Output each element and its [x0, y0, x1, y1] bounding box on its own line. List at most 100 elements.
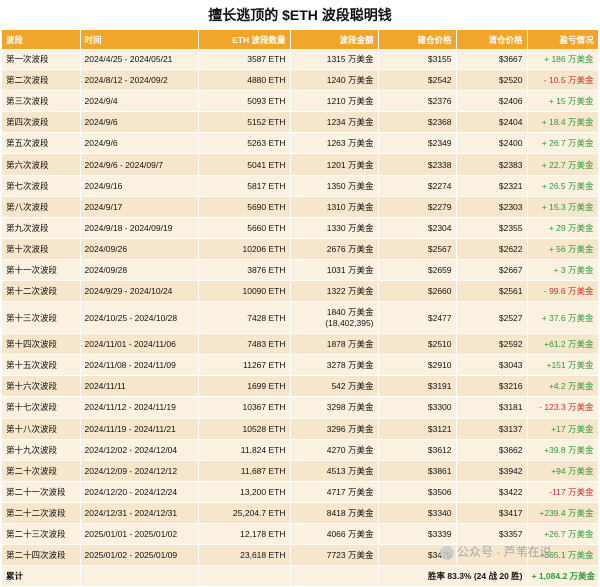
time-cell: 2024/9/29 - 2024/10/24 — [80, 280, 199, 303]
sell-price-cell: $2406 — [456, 90, 528, 113]
table-row: 第二十三次波段 2025/01/01 - 2025/01/02 12,178 ETH… — [2, 523, 599, 546]
time-cell: 2024/11/19 - 2024/11/21 — [80, 418, 199, 440]
table-row: 第十一次波段 2024/09/28 3876 ETH 1031 万美金 $2659 $26… — [2, 259, 599, 282]
wave-cell: 第二十一次波段 — [2, 481, 81, 503]
buy-price-cell: $2567 — [378, 238, 457, 260]
amount-cell: 7723 万美金 — [290, 544, 379, 567]
amount-cell: 3278 万美金 — [290, 354, 379, 377]
qty-cell: 5660 ETH — [198, 217, 291, 239]
sell-price-cell: $2404 — [456, 111, 528, 134]
time-cell: 2024/9/6 — [80, 132, 199, 155]
table-row: 第十次波段 2024/09/26 10206 ETH 2676 万美金 $2567 $26… — [2, 238, 599, 260]
qty-cell: 5263 ETH — [198, 132, 291, 155]
wave-cell: 第十九次波段 — [2, 439, 81, 461]
amount-cell: 1878 万美金 — [290, 333, 379, 356]
pnl-cell: + 3 万美金 — [527, 259, 599, 282]
total-label: 累计 — [2, 565, 81, 587]
page-title: 擅长逃顶的 $ETH 波段聪明钱 — [208, 7, 392, 23]
wave-cell: 第一次波段 — [2, 49, 81, 71]
buy-price-cell: $2338 — [378, 153, 457, 176]
time-cell: 2024/11/11 — [80, 375, 199, 398]
sell-price-cell: $2303 — [456, 196, 528, 218]
buy-price-cell: $2510 — [378, 333, 457, 356]
col-header-time: 时间 — [80, 30, 199, 49]
qty-cell: 3876 ETH — [198, 259, 291, 282]
wave-cell: 第二十次波段 — [2, 460, 81, 482]
buy-price-cell: $3155 — [378, 49, 457, 71]
pnl-cell: + 29 万美金 — [527, 217, 599, 239]
pnl-cell: - 10.5 万美金 — [527, 69, 599, 92]
wave-cell: 第六次波段 — [2, 153, 81, 176]
qty-cell: 7428 ETH — [198, 301, 291, 335]
sell-price-cell: $2520 — [456, 69, 528, 92]
buy-price-cell: $2304 — [378, 217, 457, 239]
wave-cell: 第七次波段 — [2, 175, 81, 197]
pnl-cell: + 22.7 万美金 — [527, 153, 599, 176]
buy-price-cell: $2274 — [378, 175, 457, 197]
wave-cell: 第九次波段 — [2, 217, 81, 239]
table-row: 第十六次波段 2024/11/11 1699 ETH 542 万美金 $3191 $321… — [2, 375, 599, 398]
time-cell: 2024/12/31 - 2024/12/31 — [80, 502, 199, 524]
qty-cell: 3587 ETH — [198, 49, 291, 71]
col-header-pnl: 盈亏情况 — [527, 30, 599, 49]
wave-cell: 第二十三次波段 — [2, 523, 81, 546]
buy-price-cell: $3121 — [378, 418, 457, 440]
amount-cell: 4717 万美金 — [290, 481, 379, 503]
wave-cell: 第十三次波段 — [2, 301, 81, 335]
table-row: 第十七次波段 2024/11/12 - 2024/11/19 10367 ETH 32… — [2, 396, 599, 419]
watermark-text: 公众号 · 芦苇在说 — [457, 545, 552, 559]
time-cell: 2024/8/12 - 2024/09/2 — [80, 69, 199, 92]
sell-price-cell: $2321 — [456, 175, 528, 197]
sell-price-cell: $3417 — [456, 502, 528, 524]
buy-price-cell: $3339 — [378, 523, 457, 546]
sell-price-cell: $3942 — [456, 460, 528, 482]
sell-price-cell: $3137 — [456, 418, 528, 440]
pnl-cell: +17 万美金 — [527, 418, 599, 440]
table-row: 第四次波段 2024/9/6 5152 ETH 1234 万美金 $2368 $2404 +… — [2, 111, 599, 134]
qty-cell: 1699 ETH — [198, 375, 291, 398]
table-row: 第五次波段 2024/9/6 5263 ETH 1263 万美金 $2349 $2400 +… — [2, 132, 599, 155]
amount-cell: 1310 万美金 — [290, 196, 379, 218]
buy-price-cell: $2376 — [378, 90, 457, 113]
time-cell: 2025/01/02 - 2025/01/09 — [80, 544, 199, 567]
amount-cell: 1031 万美金 — [290, 259, 379, 282]
amount-cell: 3298 万美金 — [290, 396, 379, 419]
buy-price-cell: $3506 — [378, 481, 457, 503]
qty-cell: 10090 ETH — [198, 280, 291, 303]
pnl-cell: + 186 万美金 — [527, 49, 599, 71]
qty-cell: 11267 ETH — [198, 354, 291, 377]
time-cell: 2024/9/6 — [80, 111, 199, 134]
sell-price-cell: $3181 — [456, 396, 528, 419]
pnl-cell: - 99.6 万美金 — [527, 280, 599, 303]
buy-price-cell: $2349 — [378, 132, 457, 155]
sell-price-cell: $3667 — [456, 49, 528, 71]
wave-cell: 第十一次波段 — [2, 259, 81, 282]
time-cell: 2024/11/12 - 2024/11/19 — [80, 396, 199, 419]
amount-cell: 1330 万美金 — [290, 217, 379, 239]
wave-cell: 第十六次波段 — [2, 375, 81, 398]
sell-price-cell: $2400 — [456, 132, 528, 155]
table-row: 第十五次波段 2024/11/08 - 2024/11/09 11267 ETH 32… — [2, 354, 599, 377]
pnl-cell: +151 万美金 — [527, 354, 599, 377]
pnl-cell: +4.2 万美金 — [527, 375, 599, 398]
amount-cell: 1201 万美金 — [290, 153, 379, 176]
sell-price-cell: $2527 — [456, 301, 528, 335]
eth-wave-table: 波段 时间 ETH 波段数量 波段金额 建仓价格 清仓价格 盈亏情况 第一次波段… — [2, 30, 599, 587]
amount-cell: 1234 万美金 — [290, 111, 379, 134]
sell-price-cell: $3216 — [456, 375, 528, 398]
col-header-amount: 波段金额 — [290, 30, 379, 49]
qty-cell: 5041 ETH — [198, 153, 291, 176]
qty-cell: 10367 ETH — [198, 396, 291, 419]
table-row: 第八次波段 2024/9/17 5690 ETH 1310 万美金 $2279 $2303… — [2, 196, 599, 218]
sell-price-cell — [456, 544, 528, 567]
amount-cell: 8418 万美金 — [290, 502, 379, 524]
time-cell: 2024/9/17 — [80, 196, 199, 218]
sell-price-cell: $2592 — [456, 333, 528, 356]
qty-cell: 12,178 ETH — [198, 523, 291, 546]
pnl-cell: +39.8 万美金 — [527, 439, 599, 461]
total-winrate: 胜率 83.3% (24 战 20 胜) — [378, 565, 528, 587]
table-row: 第二十一次波段 2024/12/20 - 2024/12/24 13,200 ETH… — [2, 481, 599, 503]
sell-price-cell: $2667 — [456, 259, 528, 282]
sell-price-cell: $3422 — [456, 481, 528, 503]
wave-cell: 第十次波段 — [2, 238, 81, 260]
